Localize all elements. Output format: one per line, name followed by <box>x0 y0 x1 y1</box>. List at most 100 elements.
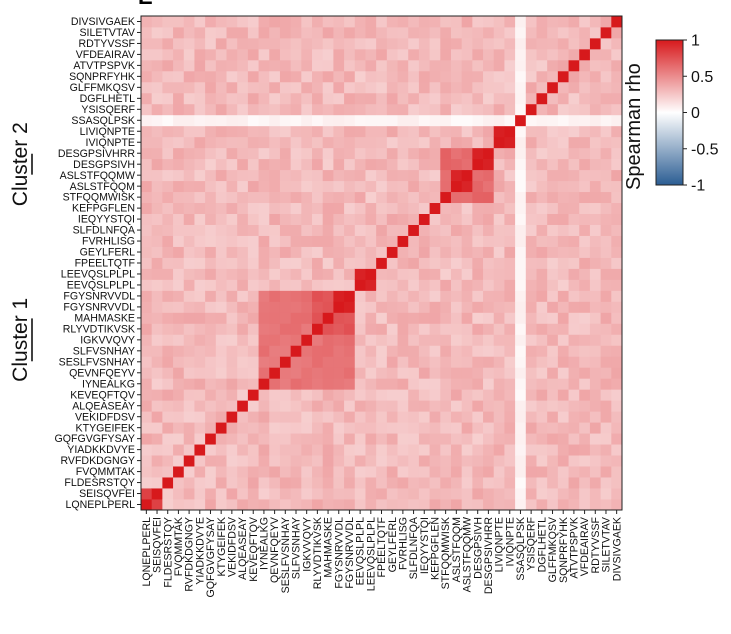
heatmap-cell <box>354 191 366 204</box>
heatmap-cell <box>301 92 313 105</box>
heatmap-cell <box>418 81 430 94</box>
heatmap-cell <box>557 466 569 478</box>
heatmap-cell <box>354 48 366 61</box>
heatmap-cell <box>333 158 345 171</box>
y-tick-label: VFDEAIRAV <box>76 49 136 61</box>
heatmap-cell <box>205 191 217 204</box>
heatmap-cell <box>386 180 398 193</box>
heatmap-cell <box>269 191 281 204</box>
heatmap-cell <box>237 389 249 401</box>
heatmap-cell <box>386 378 398 390</box>
heatmap-cell <box>354 136 366 149</box>
heatmap-cell <box>312 378 324 390</box>
heatmap-cell <box>504 180 516 193</box>
heatmap-cell <box>365 169 377 182</box>
heatmap-cell <box>194 16 206 28</box>
heatmap-cell <box>205 224 217 236</box>
heatmap-cell <box>279 37 292 50</box>
heatmap-cell <box>397 224 409 236</box>
heatmap-cell <box>525 477 537 489</box>
x-tick-label: QEVNFQEYV <box>269 516 281 583</box>
heatmap-cell <box>376 268 388 280</box>
heatmap-cell <box>483 477 495 489</box>
heatmap-cell <box>547 411 559 423</box>
heatmap-cell <box>333 180 345 193</box>
heatmap-cell <box>183 400 195 412</box>
heatmap-cell <box>151 268 163 280</box>
y-tick-label: DGFLHETL <box>80 93 135 105</box>
heatmap-cell <box>493 345 505 357</box>
heatmap-cell <box>408 499 420 511</box>
heatmap-cell <box>354 114 366 127</box>
heatmap-cell <box>344 202 356 214</box>
heatmap-cell <box>418 158 430 171</box>
heatmap-cell <box>504 477 516 489</box>
heatmap-cell <box>418 180 430 193</box>
heatmap-cell <box>525 268 537 280</box>
heatmap-cell <box>173 180 185 193</box>
heatmap-cell <box>440 378 452 390</box>
heatmap-cell <box>290 37 302 50</box>
x-tick-label: FGYSNRVVDL <box>344 517 356 589</box>
heatmap-cell <box>493 323 505 335</box>
heatmap-cell <box>461 59 473 72</box>
heatmap-cell <box>269 323 281 335</box>
heatmap-cell <box>376 477 388 489</box>
heatmap-cell <box>579 180 591 193</box>
heatmap-cell <box>429 345 441 357</box>
heatmap-cell <box>568 290 580 302</box>
heatmap-cell <box>141 136 153 149</box>
heatmap-cell <box>141 246 153 258</box>
heatmap-cell <box>376 422 388 434</box>
heatmap-cell <box>173 59 185 72</box>
heatmap-cell <box>557 400 569 412</box>
heatmap-cell <box>429 488 441 500</box>
heatmap-cell <box>600 488 612 500</box>
heatmap-cell <box>589 70 602 83</box>
heatmap-cell <box>450 323 463 335</box>
heatmap-cell <box>354 356 366 368</box>
heatmap-cell <box>429 125 441 138</box>
heatmap-cell <box>515 16 527 28</box>
heatmap-cell <box>376 411 388 423</box>
heatmap-cell <box>536 48 548 61</box>
heatmap-cell <box>173 279 185 291</box>
heatmap-cell <box>322 455 334 467</box>
heatmap-cell <box>589 26 602 39</box>
heatmap-cell <box>215 257 227 269</box>
heatmap-cell <box>589 213 602 225</box>
heatmap-cell <box>183 180 195 193</box>
heatmap-cell <box>226 389 238 401</box>
heatmap-cell <box>183 477 195 489</box>
heatmap-cell <box>536 246 548 258</box>
heatmap-cell <box>440 411 452 423</box>
heatmap-cell <box>215 246 227 258</box>
heatmap-cell <box>258 191 270 204</box>
heatmap-cell <box>418 136 430 149</box>
heatmap-cell <box>365 180 377 193</box>
heatmap-cell <box>450 103 463 116</box>
heatmap-cell <box>183 323 195 335</box>
heatmap-cell <box>461 191 473 204</box>
heatmap-cell <box>141 477 153 489</box>
heatmap-cell <box>151 411 163 423</box>
heatmap-cell <box>483 488 495 500</box>
heatmap-cell <box>450 169 463 182</box>
heatmap-cell <box>365 455 377 467</box>
y-tick-label: SSASQLPSK <box>71 115 135 127</box>
heatmap-cell <box>269 213 281 225</box>
heatmap-cell <box>418 411 430 423</box>
heatmap-cell <box>226 378 238 390</box>
heatmap-cell <box>237 224 249 236</box>
legend-tick-label: 1 <box>691 33 700 50</box>
heatmap-cell <box>141 389 153 401</box>
heatmap-cell <box>579 224 591 236</box>
heatmap-cell <box>322 136 334 149</box>
heatmap-cell <box>397 125 409 138</box>
heatmap-cell <box>269 125 281 138</box>
heatmap-cell <box>461 312 473 324</box>
x-tick-label: RVFDKDGNGY <box>184 517 196 592</box>
heatmap-cell <box>333 81 345 94</box>
heatmap-cell <box>269 268 281 280</box>
heatmap-cell <box>365 422 377 434</box>
